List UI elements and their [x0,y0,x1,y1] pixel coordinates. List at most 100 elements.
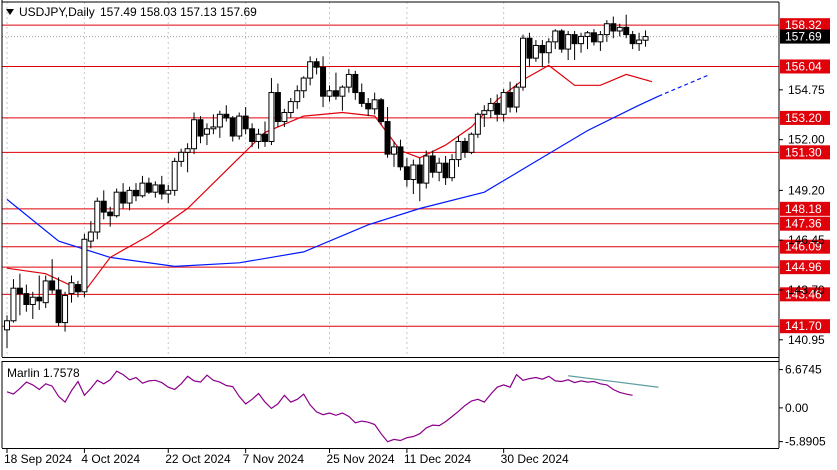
candle-body [68,282,75,295]
osc-tick-label-1: 0.00 [785,401,809,415]
candle-body [36,296,43,302]
price-axis: 154.75 152.00 149.20 146.45 143.70 140.95 [779,83,825,347]
candle [539,40,546,68]
candle [139,175,146,198]
candle-body [42,280,49,304]
candle-body [384,121,391,155]
candle [410,159,417,194]
candle-body [352,73,359,94]
candle [100,190,107,220]
candle-body [87,231,94,242]
candle-body [629,34,636,45]
candle [636,32,643,51]
candle-body [442,162,449,179]
candle [4,315,10,348]
candle-body [307,61,314,79]
candle-body [16,287,23,295]
current-price-label-bg [780,29,830,44]
time-tick-label-6: 30 Dec 2024 [501,452,569,466]
level-label-6: 146.09 [785,240,822,254]
level-label-bg-0 [780,18,830,33]
candle-body [158,184,165,195]
level-label-9: 141.70 [785,319,822,333]
candle-body [262,133,268,142]
candle-body [332,90,339,97]
candle [339,85,346,111]
candle [378,97,385,126]
candle [152,181,159,198]
price-tick-label-3: 146.45 [788,233,825,247]
candle-body [326,90,333,97]
candle-body [455,140,462,161]
candle [203,123,210,146]
candle [332,72,339,100]
candle [42,275,49,309]
symbol-label: USDJPY,Daily [19,5,95,19]
candle [236,112,243,140]
time-tick-label-2: 22 Oct 2024 [165,452,231,466]
candles [4,14,649,348]
level-label-4: 148.18 [785,202,822,216]
time-tick-label-5: 11 Dec 2024 [404,452,471,466]
candle [107,206,114,227]
candle [94,197,101,240]
level-label-bg-2 [780,110,830,125]
candle-body [416,164,423,184]
candle [68,275,75,303]
candle-body [520,37,526,88]
candle [352,70,359,100]
candle-body [113,191,120,217]
level-label-bg-4 [780,201,830,216]
candle-body [539,44,546,54]
candle-body [197,119,204,137]
candle [216,110,223,138]
chart-header: USDJPY,Daily 157.49 158.03 157.13 157.69 [6,5,257,19]
time-tick-label-1: 4 Oct 2024 [81,452,140,466]
oscillator-title: Marlin 1.7578 [7,366,80,380]
candle-body [152,184,159,193]
candle-body [474,113,481,135]
candle [532,40,539,62]
candle-body [423,155,430,184]
candle-body [139,182,146,197]
candle [423,150,430,189]
candle-body [242,115,249,130]
level-label-bg-8 [780,287,830,302]
candle [16,273,23,316]
candle-body [545,41,552,54]
level-label-bg-9 [780,319,830,334]
candle-body [571,34,578,45]
candle-body [429,155,436,173]
time-tick-label-0: 18 Sep 2024 [4,452,72,466]
candle [449,154,456,182]
candle [436,157,443,182]
oscillator-axis: 6.6745 0.00 -5.8905 [779,363,826,449]
candle [262,121,268,147]
candle-body [552,30,559,43]
candle-body [4,320,10,331]
candle-body [345,73,352,88]
candle-body [487,102,494,112]
time-tick-label-3: 7 Nov 2024 [243,452,305,466]
candle [571,30,578,60]
candle [578,32,585,53]
candle [10,279,17,323]
dropdown-triangle-icon[interactable] [6,9,14,15]
candle [384,107,391,158]
candle [391,141,397,167]
level-label-bg-6 [780,239,830,254]
candle [62,291,69,332]
candle-body [313,61,320,68]
candle-body [107,211,114,217]
candle [416,157,423,202]
candle [255,128,262,149]
candle-body [165,189,172,195]
level-label-7: 144.96 [785,260,822,274]
level-label-3: 151.30 [785,145,822,159]
candle-body [339,86,346,97]
candle [74,280,81,298]
candle [171,157,178,196]
marlin-oscillator [6,370,659,443]
